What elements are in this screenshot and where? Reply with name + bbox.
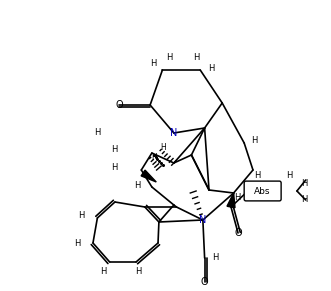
Text: H: H (111, 146, 117, 155)
Text: Abs: Abs (255, 187, 271, 196)
Text: H: H (166, 52, 173, 61)
Text: H: H (134, 180, 140, 189)
Text: H: H (161, 143, 166, 152)
Text: H: H (254, 171, 260, 180)
Text: O: O (116, 100, 123, 110)
Text: N: N (170, 128, 177, 138)
Text: O: O (201, 277, 209, 287)
Text: H: H (212, 253, 218, 262)
Text: H: H (252, 136, 258, 145)
Text: H: H (100, 267, 107, 276)
Text: H: H (111, 162, 117, 171)
Text: H: H (151, 152, 157, 162)
Text: H: H (94, 129, 101, 138)
Text: H: H (301, 178, 307, 187)
Text: H: H (78, 210, 85, 219)
Text: H: H (135, 267, 142, 276)
Text: H: H (74, 239, 80, 248)
Text: H: H (234, 193, 240, 201)
Text: O: O (234, 228, 242, 238)
Text: N: N (199, 215, 207, 225)
Polygon shape (141, 170, 156, 182)
Text: H: H (193, 52, 199, 61)
Text: H: H (301, 196, 307, 205)
Polygon shape (227, 193, 235, 208)
Text: H: H (209, 63, 215, 72)
FancyBboxPatch shape (244, 181, 281, 201)
Text: H: H (151, 59, 157, 68)
Text: H: H (286, 171, 292, 180)
